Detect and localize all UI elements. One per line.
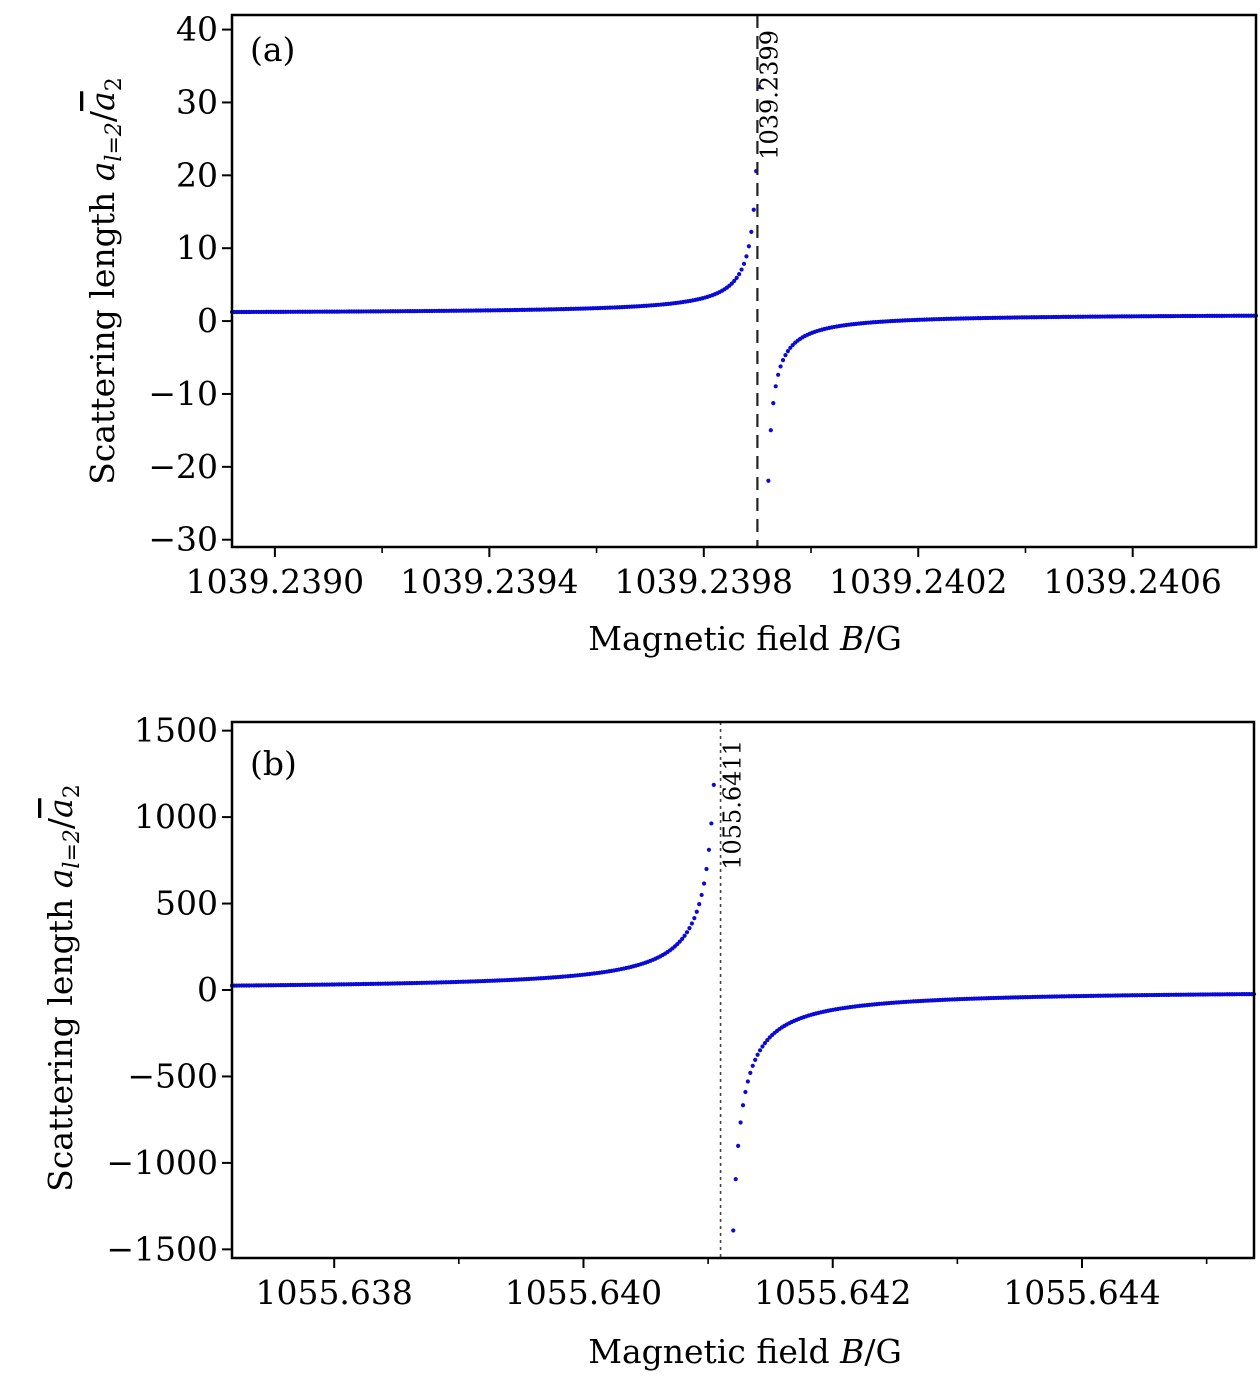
data-point [677,939,682,944]
y-tick-label: 500 [155,884,218,923]
data-point [751,207,756,212]
data-point [766,478,771,483]
data-point [749,229,754,234]
data-point [741,261,747,266]
panel-b-y-ticks: 1500 1000 500 0 −500 −1000 −1500 [106,711,232,1268]
data-point [697,902,702,907]
y-tick-label: 0 [197,970,218,1009]
y-tick-label: 20 [176,155,218,194]
data-point [680,936,685,941]
data-point [785,349,790,354]
data-point [745,1079,750,1084]
data-point [760,1044,765,1049]
data-point [701,881,707,886]
data-point [711,782,716,787]
x-tick-label: 1039.2398 [615,562,793,601]
data-point [694,909,699,914]
data-point [765,1037,770,1043]
data-point [776,372,781,377]
data-point [780,358,786,363]
panel-b-data-series [229,782,1257,1233]
y-tick-label: −30 [148,520,218,559]
panel-a-data-series [229,84,1259,483]
panel-a-resonance-label: 1039.2399 [755,30,783,160]
y-tick-label: −1500 [106,1229,218,1268]
panel-a-x-ticks: 1039.2390 1039.2394 1039.2398 1039.2402 1039… [186,547,1222,601]
y-tick-label: −20 [148,447,218,486]
data-point [687,926,692,931]
panel-a-x-axis-label: Magnetic field B/G [588,619,902,658]
data-point [757,1048,763,1053]
x-tick-label: 1039.2402 [829,562,1007,601]
data-point [706,847,712,852]
data-point [738,1120,743,1125]
x-tick-label: 1055.642 [754,1273,911,1312]
data-point [771,401,776,406]
data-point [709,821,714,826]
data-point [773,384,778,389]
data-point [734,275,739,280]
data-point [740,1103,746,1108]
data-point [755,1052,760,1057]
data-point [750,1063,755,1068]
y-tick-label: −10 [148,374,218,413]
x-tick-label: 1055.640 [505,1273,662,1312]
data-point [704,866,709,872]
data-point [731,1228,736,1233]
panel-a-plot-area [229,13,1259,549]
data-point [746,244,751,249]
data-point [732,278,737,284]
y-tick-label: 10 [176,228,218,267]
data-point [748,1070,753,1075]
data-point [682,933,687,938]
y-tick-label: 0 [197,301,218,340]
data-point [788,345,793,350]
panel-b-y-axis-label: Scattering length al=2/a2 [41,784,85,1191]
y-tick-label: 1500 [134,711,218,750]
panel-b-x-ticks: 1055.638 1055.640 1055.642 1055.644 [255,1258,1208,1312]
y-tick-label: −1000 [106,1143,218,1182]
y-tick-label: −500 [127,1056,218,1095]
x-tick-label: 1039.2390 [186,562,364,601]
data-point [684,930,690,935]
x-tick-label: 1055.644 [1003,1273,1160,1312]
y-tick-label: 40 [176,10,218,49]
data-point [692,916,697,921]
data-point [753,1057,758,1062]
panel-a-y-axis-label: Scattering length al=2/a2 [83,77,127,484]
panel-a-y-ticks: 40 30 20 10 0 −10 −20 −30 [148,10,232,559]
panel-b-x-axis-label: Magnetic field B/G [588,1332,902,1371]
data-point [737,272,742,277]
panel-b-label: (b) [250,744,297,783]
data-point [744,254,749,259]
x-tick-label: 1055.638 [255,1273,412,1312]
data-point [736,1143,741,1148]
data-point [699,892,704,898]
data-point [743,1089,748,1095]
data-point [739,267,744,272]
panel-a-label: (a) [250,30,295,69]
y-tick-label: 30 [176,82,218,121]
panel-b-resonance-label: 1055.6411 [719,740,747,870]
data-point [762,1040,768,1046]
data-point [733,1177,738,1182]
data-point [783,353,788,358]
data-point [768,428,773,433]
panel-a-frame [230,13,1258,549]
y-tick-label: 1000 [134,797,218,836]
data-point [778,364,783,369]
x-tick-label: 1039.2394 [400,562,578,601]
data-point [689,921,695,926]
x-tick-label: 1039.2406 [1043,562,1221,601]
